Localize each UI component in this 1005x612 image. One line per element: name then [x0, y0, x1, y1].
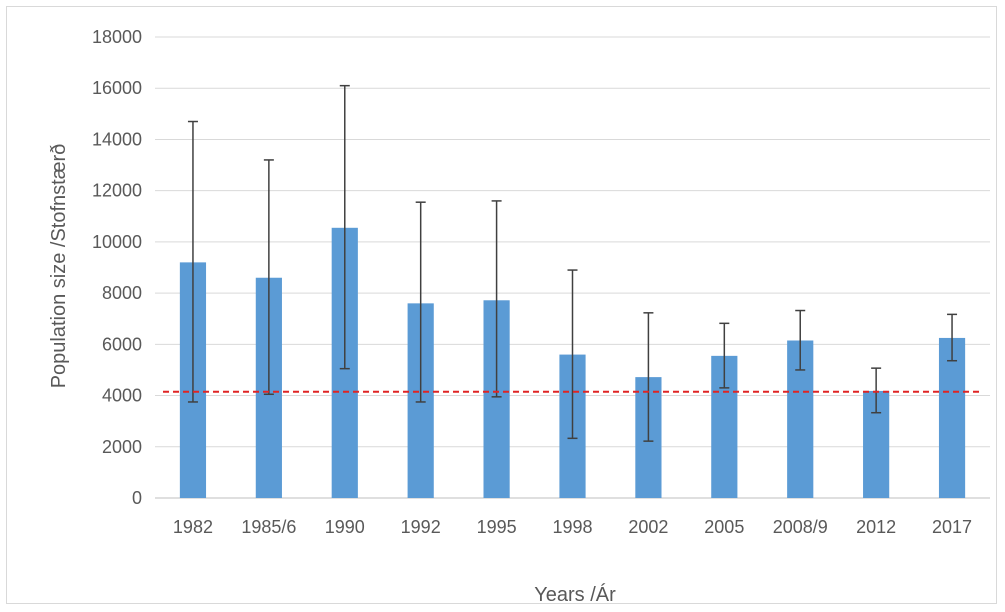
x-category-label: 1985/6	[241, 517, 296, 537]
x-axis-title: Years /Ár	[534, 583, 616, 606]
y-tick-label: 14000	[92, 129, 142, 149]
error-bar	[263, 159, 274, 396]
error-bar	[719, 322, 730, 389]
y-axis-title: Population size /Stofnstærð	[48, 144, 70, 389]
y-tick-labels: 0 2000 4000 6000 8000 10000 12000 14000 16000 180…	[92, 27, 142, 508]
y-tick-label: 0	[132, 488, 142, 508]
error-bar	[795, 309, 806, 371]
x-category-label: 1998	[552, 517, 592, 537]
y-tick-label: 10000	[92, 232, 142, 252]
error-bar	[415, 201, 426, 403]
x-category-label: 2012	[856, 517, 896, 537]
error-bar	[643, 312, 654, 442]
error-bars	[187, 84, 958, 442]
x-category-label: 1990	[325, 517, 365, 537]
x-category-labels: 1982 1985/6 1990 1992 1995 1998 2002 2005 2008/9…	[173, 517, 972, 537]
y-tick-label: 4000	[102, 386, 142, 406]
x-category-label: 1995	[477, 517, 517, 537]
bar	[938, 337, 966, 498]
x-category-label: 2017	[932, 517, 972, 537]
x-category-label: 1982	[173, 517, 213, 537]
y-tick-label: 16000	[92, 78, 142, 98]
error-bar	[339, 84, 350, 370]
error-bar	[947, 313, 958, 362]
y-tick-label: 12000	[92, 181, 142, 201]
y-tick-label: 2000	[102, 437, 142, 457]
error-bar	[567, 269, 578, 440]
y-tick-label: 6000	[102, 334, 142, 354]
y-tick-label: 18000	[92, 27, 142, 47]
grid-lines	[155, 36, 990, 499]
x-category-label: 2002	[628, 517, 668, 537]
error-bar	[871, 367, 882, 414]
error-bar	[491, 200, 502, 398]
y-tick-label: 8000	[102, 283, 142, 303]
error-bar	[187, 120, 198, 403]
x-category-label: 2008/9	[773, 517, 828, 537]
x-category-label: 1992	[401, 517, 441, 537]
x-category-label: 2005	[704, 517, 744, 537]
